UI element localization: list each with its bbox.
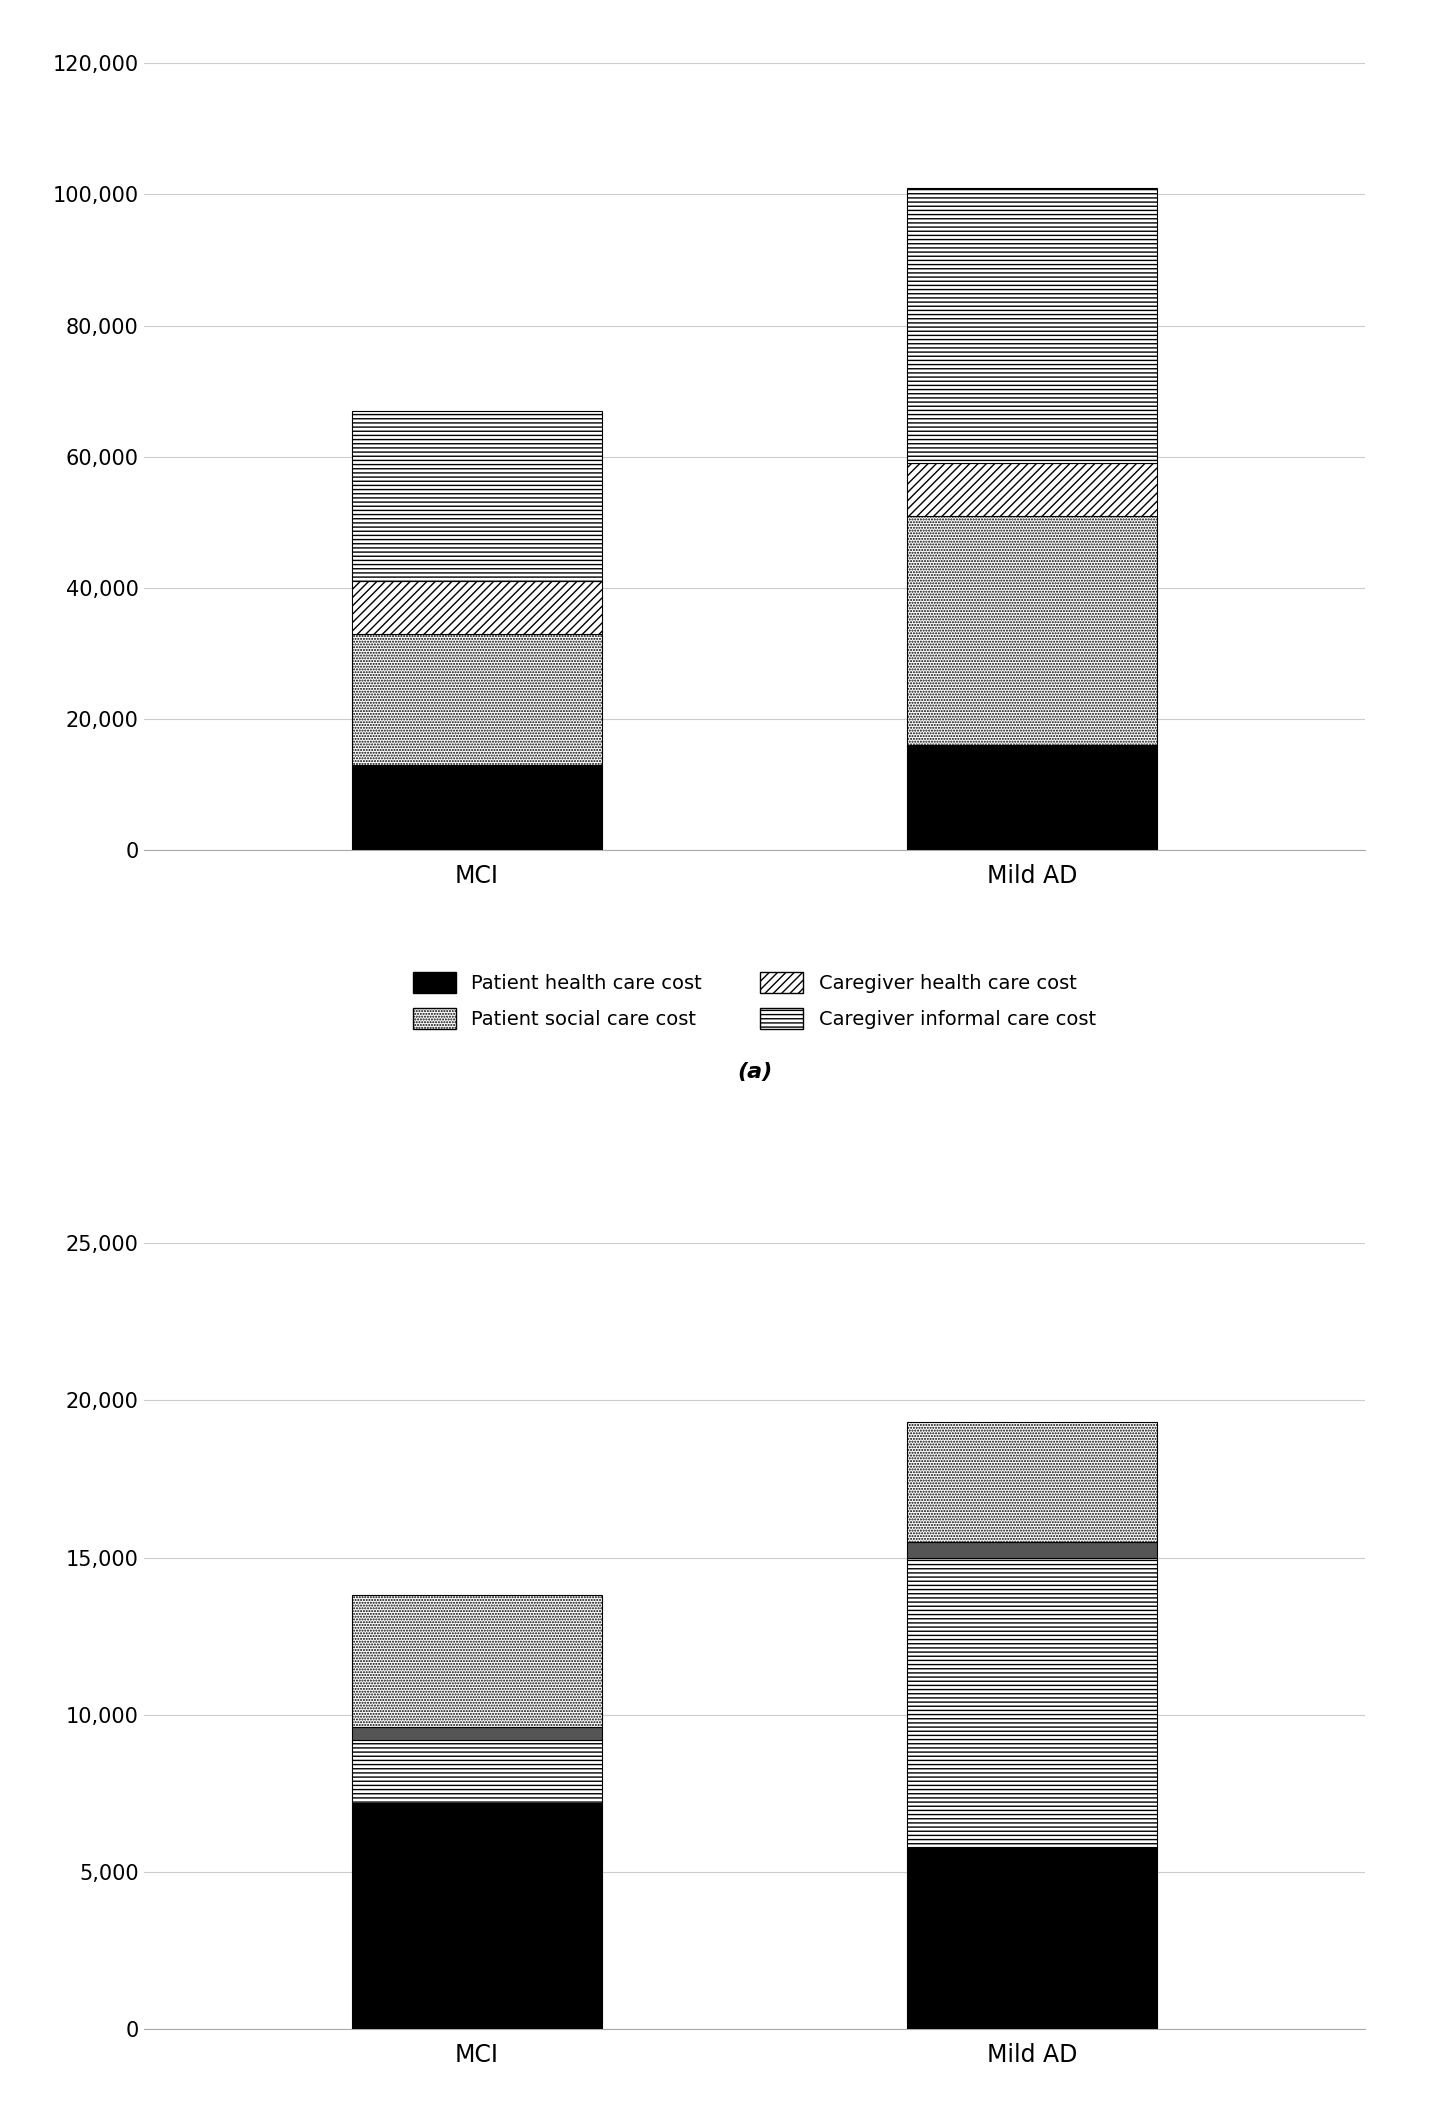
Bar (907, 463, 1157, 516)
Bar (907, 516, 1157, 744)
Bar (352, 581, 602, 634)
Bar (907, 1541, 1157, 1558)
Bar (352, 1803, 602, 2029)
Bar (907, 744, 1157, 850)
Bar (352, 1727, 602, 1740)
Bar (907, 188, 1157, 463)
Legend: Patient health care cost, Patient social care cost, Caregiver health care cost, : Patient health care cost, Patient social… (404, 962, 1105, 1040)
Bar (352, 1596, 602, 1727)
Text: (a): (a) (737, 1061, 772, 1082)
Bar (907, 1848, 1157, 2029)
Bar (352, 634, 602, 765)
Bar (352, 765, 602, 850)
Bar (907, 1423, 1157, 1541)
Bar (907, 1558, 1157, 1848)
Bar (352, 1740, 602, 1803)
Bar (352, 410, 602, 581)
